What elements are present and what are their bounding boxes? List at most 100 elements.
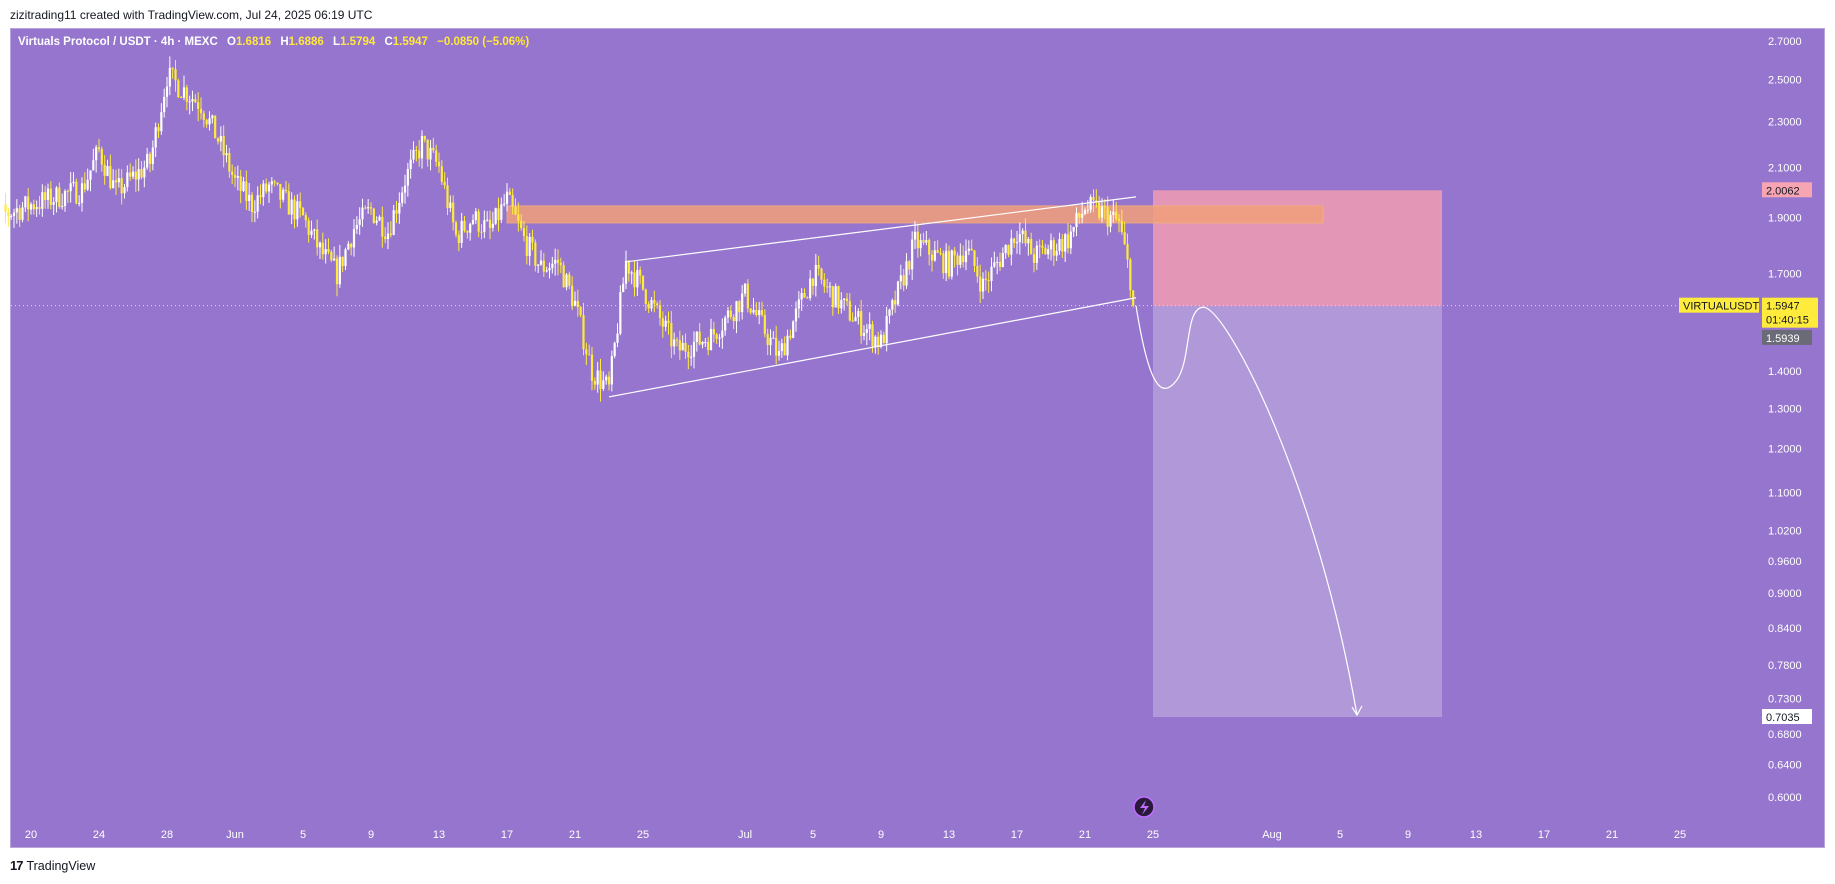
candle-body	[905, 261, 908, 286]
candle	[973, 249, 976, 273]
candle	[619, 285, 622, 336]
candle	[678, 330, 681, 360]
candle-body	[517, 214, 520, 221]
candle	[718, 334, 721, 348]
candle	[154, 122, 157, 158]
candle	[641, 275, 645, 291]
candle-body	[820, 268, 823, 280]
candle-body	[913, 231, 917, 240]
candle	[622, 277, 625, 293]
candle-body	[327, 248, 330, 252]
take-profit-zone[interactable]	[1153, 305, 1442, 718]
candle-body	[256, 195, 259, 212]
candle-body	[61, 205, 64, 207]
candle	[151, 140, 154, 171]
candle	[777, 340, 781, 361]
candle-body	[202, 113, 205, 120]
candle-body	[267, 184, 271, 192]
candle-body	[998, 261, 1002, 267]
y-tick-label: 1.4000	[1768, 366, 1802, 378]
candle-body	[508, 191, 511, 195]
candle	[412, 141, 415, 164]
candle-body	[709, 328, 713, 350]
candle	[1015, 231, 1019, 254]
candle	[287, 183, 290, 215]
candle	[120, 169, 123, 205]
candle-body	[613, 342, 616, 357]
candle-body	[959, 255, 962, 265]
resistance-zone[interactable]	[506, 205, 1324, 224]
candle-body	[556, 259, 560, 263]
candle	[160, 103, 163, 135]
footer-brand[interactable]: 17 TradingView	[10, 858, 95, 873]
candle-body	[262, 183, 265, 198]
x-tick-label: Jul	[738, 829, 752, 841]
entry-price-tag-bg	[1762, 329, 1812, 345]
candle	[996, 256, 999, 275]
candle-body	[55, 187, 58, 203]
projected-path-arrow[interactable]	[1135, 305, 1358, 716]
candle	[1004, 244, 1007, 259]
candle-body	[1018, 234, 1021, 243]
candle	[582, 302, 585, 356]
candle-body	[724, 317, 727, 331]
candle-body	[24, 196, 27, 208]
wedge-upper-trendline[interactable]	[625, 196, 1137, 263]
candle-body	[698, 331, 701, 345]
candle-body	[1064, 234, 1067, 252]
candle	[559, 257, 562, 274]
y-tick-label: 2.5000	[1768, 75, 1802, 87]
candle	[743, 282, 747, 297]
candle-body	[253, 211, 256, 213]
candle	[939, 247, 942, 256]
candle	[253, 200, 256, 223]
candle-body	[401, 192, 404, 203]
x-tick-label: 17	[1011, 829, 1023, 841]
candle	[327, 238, 330, 255]
candle	[344, 247, 347, 271]
candle	[624, 250, 628, 290]
candle	[165, 76, 169, 108]
x-tick-label: 25	[1674, 829, 1686, 841]
candle	[347, 241, 350, 251]
candle	[947, 245, 951, 280]
candle-body	[1035, 245, 1038, 263]
candle-body	[894, 300, 897, 305]
candle	[83, 172, 86, 193]
candle	[188, 95, 191, 115]
candle	[157, 123, 160, 139]
y-tick-label: 1.0200	[1768, 525, 1802, 537]
candle	[202, 110, 205, 128]
candle	[1024, 218, 1027, 247]
candle	[865, 323, 868, 346]
candle-body	[174, 69, 177, 81]
candle	[259, 184, 262, 205]
candle	[681, 335, 684, 351]
candle	[1035, 240, 1038, 270]
candle	[905, 253, 908, 289]
candle	[945, 243, 948, 282]
candle	[270, 177, 273, 194]
candle	[423, 135, 426, 143]
candle	[976, 257, 979, 283]
candle	[803, 288, 806, 298]
candle	[477, 208, 480, 238]
candle-body	[831, 286, 834, 308]
candle-body	[738, 301, 741, 313]
candle	[664, 315, 667, 332]
candle-body	[114, 180, 118, 183]
candle	[542, 252, 545, 277]
wedge-lower-trendline[interactable]	[608, 297, 1137, 398]
candle-body	[381, 216, 384, 237]
candle	[1120, 209, 1123, 235]
chart-area[interactable]	[10, 28, 1825, 848]
candle	[432, 137, 435, 154]
entry-price-tag: 1.5939	[1766, 333, 1800, 345]
candle-body	[95, 147, 98, 161]
candle-body	[1098, 202, 1101, 218]
candle	[106, 159, 109, 177]
candle	[769, 329, 772, 356]
candle-body	[641, 275, 645, 290]
candle	[1047, 244, 1050, 260]
